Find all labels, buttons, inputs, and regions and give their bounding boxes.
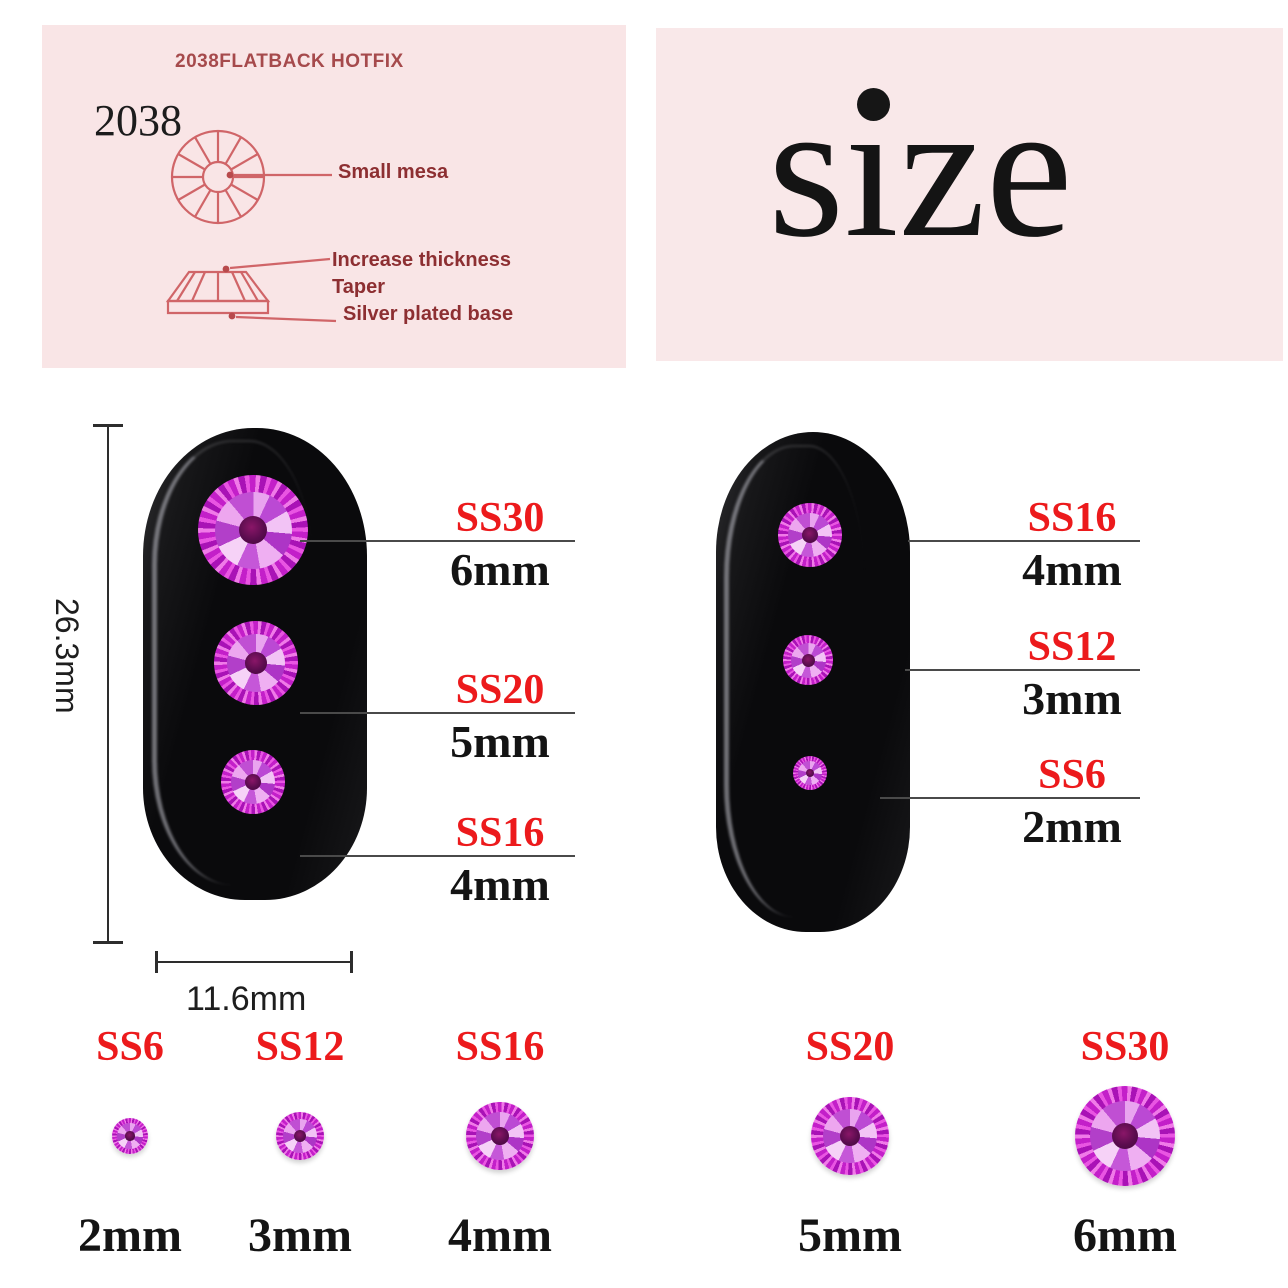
chart-ss-label-1: SS12 <box>255 1024 345 1070</box>
chart-ss-label-4: SS30 <box>1080 1024 1170 1070</box>
ss-label-right-1: SS12 <box>1027 624 1117 670</box>
chart-mm-label-1: 3mm <box>248 1209 352 1262</box>
chart-mm-label-2: 4mm <box>448 1209 552 1262</box>
rhinestone-ss20-left-nail <box>214 621 298 705</box>
ss-label-left-2: SS16 <box>455 810 545 856</box>
mm-label-right-2: 2mm <box>1022 801 1122 852</box>
height-dimension-cap-bottom <box>93 941 123 944</box>
chart-ss-label-0: SS6 <box>96 1024 164 1070</box>
height-dimension-cap-top <box>93 424 123 427</box>
callout-line-ss20 <box>300 712 575 714</box>
base-leader-line <box>235 315 337 323</box>
label-taper: Taper <box>332 276 385 298</box>
width-dimension-cap-right <box>350 951 353 973</box>
width-dimension-label: 11.6mm <box>186 980 307 1018</box>
mm-label-left-1: 5mm <box>450 716 550 767</box>
thickness-leader-line <box>229 257 331 270</box>
spec-panel: 2038FLATBACK HOTFIX 2038 <box>42 25 626 368</box>
size-title: sıze <box>768 61 1073 278</box>
mm-label-left-2: 4mm <box>450 859 550 910</box>
ss-label-left-0: SS30 <box>455 495 545 541</box>
chart-rhinestone-ss12 <box>276 1112 324 1160</box>
label-silver-plated-base: Silver plated base <box>343 303 514 325</box>
width-dimension-line <box>155 961 353 963</box>
width-dimension-cap-left <box>155 951 158 973</box>
side-view-outline <box>165 270 271 315</box>
rhinestone-ss16-right-nail <box>778 503 842 567</box>
callout-line-ss6 <box>880 797 1140 799</box>
chart-mm-label-4: 6mm <box>1073 1209 1177 1262</box>
chart-rhinestone-ss30 <box>1075 1086 1175 1186</box>
rhinestone-ss30-left-nail <box>198 475 308 585</box>
ss-label-right-0: SS16 <box>1027 495 1117 541</box>
mm-label-right-0: 4mm <box>1022 544 1122 595</box>
flatback-diagram <box>165 129 337 323</box>
size-panel: sıze <box>656 28 1283 361</box>
rhinestone-ss6-right-nail <box>793 756 827 790</box>
callout-line-ss30 <box>300 540 575 542</box>
chart-ss-label-3: SS20 <box>805 1024 895 1070</box>
rhinestone-ss16-left-nail <box>221 750 285 814</box>
callout-line-ss16-right <box>908 540 1140 542</box>
top-view-facets <box>172 131 264 223</box>
chart-rhinestone-ss20 <box>811 1097 889 1175</box>
model-number: 2038 <box>94 96 182 145</box>
height-dimension-label: 26.3mm <box>49 598 85 714</box>
height-dimension-line <box>107 425 109 943</box>
i-dot-ornament <box>857 88 890 121</box>
spec-panel-title: 2038FLATBACK HOTFIX <box>175 51 404 72</box>
label-increase-thickness: Increase thickness <box>332 249 511 271</box>
chart-rhinestone-ss16 <box>466 1102 534 1170</box>
chart-ss-label-2: SS16 <box>455 1024 545 1070</box>
chart-mm-label-3: 5mm <box>798 1209 902 1262</box>
leader-dots <box>222 171 236 320</box>
chart-rhinestone-ss6 <box>112 1118 148 1154</box>
mm-label-left-0: 6mm <box>450 544 550 595</box>
ss-label-left-1: SS20 <box>455 667 545 713</box>
rhinestone-ss12-right-nail <box>783 635 833 685</box>
callout-line-ss16-left <box>300 855 575 857</box>
chart-mm-label-0: 2mm <box>78 1209 182 1262</box>
ss-label-right-2: SS6 <box>1038 752 1106 798</box>
mm-label-right-1: 3mm <box>1022 673 1122 724</box>
label-small-mesa: Small mesa <box>338 161 449 183</box>
callout-line-ss12 <box>905 669 1140 671</box>
